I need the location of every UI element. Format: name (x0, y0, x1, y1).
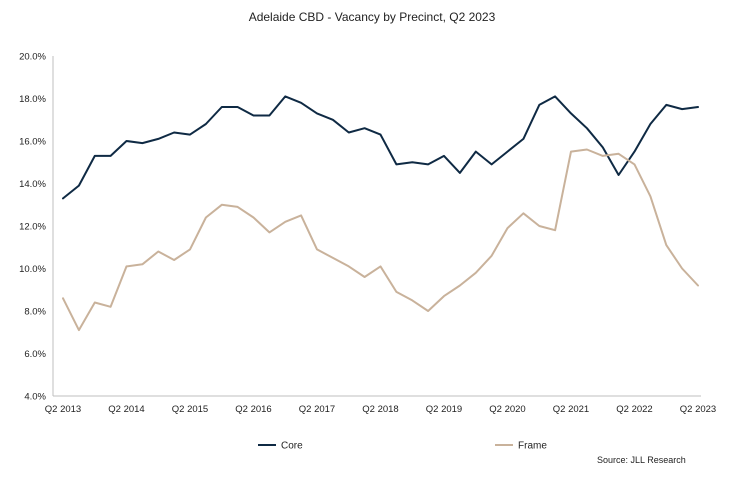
x-tick-label: Q2 2020 (489, 404, 525, 415)
y-tick-label: 20.0% (19, 52, 46, 63)
x-tick-label: Q2 2015 (172, 404, 208, 415)
legend-item-core: Core (258, 441, 303, 452)
y-tick-label: 8.0% (24, 307, 46, 318)
y-tick-label: 14.0% (19, 179, 46, 190)
x-axis-ticks: Q2 2013 Q2 2014 Q2 2015 Q2 2016 Q2 2017 Q2 20… (45, 404, 716, 415)
y-tick-label: 4.0% (24, 392, 46, 403)
x-tick-label: Q2 2022 (616, 404, 652, 415)
x-tick-label: Q2 2023 (680, 404, 716, 415)
series-lines (62, 95, 699, 332)
y-tick-label: 12.0% (19, 222, 46, 233)
series-line-frame (62, 148, 699, 332)
x-tick-label: Q2 2021 (553, 404, 589, 415)
legend-label-core: Core (281, 441, 303, 452)
x-tick-label: Q2 2016 (235, 404, 271, 415)
legend-item-frame: Frame (495, 441, 547, 452)
y-tick-label: 18.0% (19, 94, 46, 105)
legend-label-frame: Frame (518, 441, 547, 452)
x-tick-label: Q2 2018 (362, 404, 398, 415)
y-axis-ticks: 4.0% 6.0% 8.0% 10.0% 12.0% 14.0% 16.0% 18.0% 20.… (19, 52, 46, 403)
x-tick-label: Q2 2014 (108, 404, 144, 415)
x-tick-label: Q2 2019 (426, 404, 462, 415)
plot-area: 4.0% 6.0% 8.0% 10.0% 12.0% 14.0% 16.0% 18.0% 20.… (19, 52, 716, 416)
legend: Core Frame (258, 441, 547, 452)
source-note: Source: JLL Research (597, 455, 686, 465)
x-tick-label: Q2 2017 (299, 404, 335, 415)
y-tick-label: 10.0% (19, 264, 46, 275)
series-line-core (62, 95, 699, 200)
chart-title: Adelaide CBD - Vacancy by Precinct, Q2 2… (249, 10, 496, 24)
x-tick-label: Q2 2013 (45, 404, 81, 415)
y-tick-label: 6.0% (24, 349, 46, 360)
y-tick-label: 16.0% (19, 137, 46, 148)
